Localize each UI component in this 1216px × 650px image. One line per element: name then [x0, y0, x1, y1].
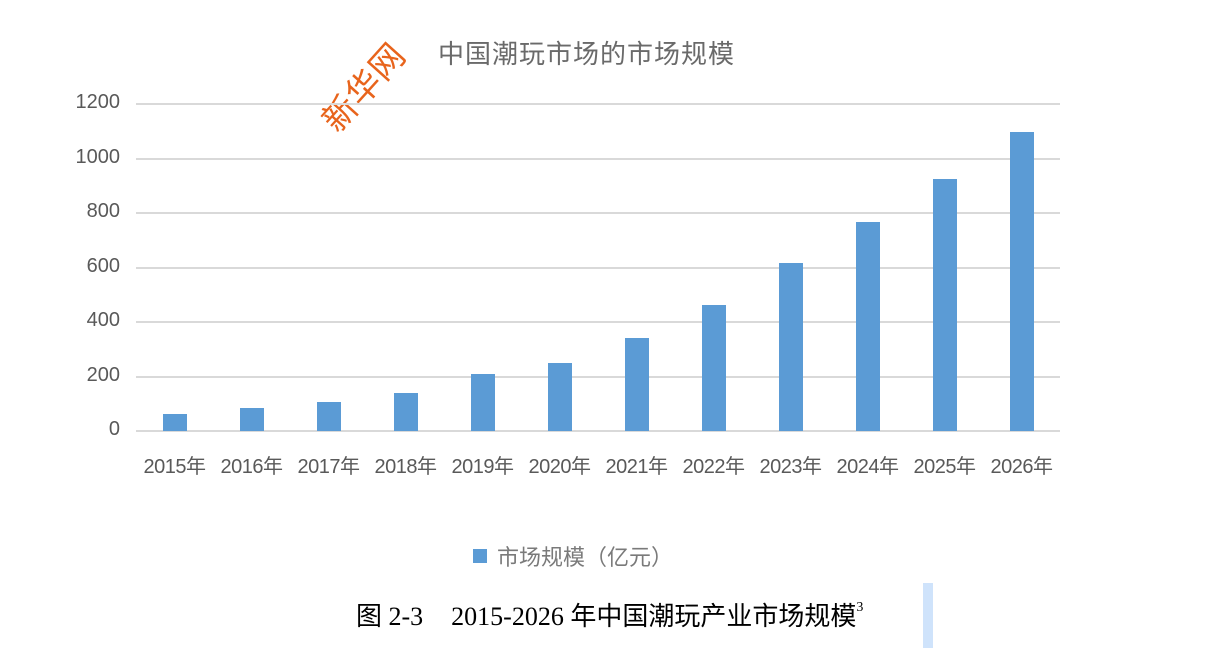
bar [778, 263, 803, 431]
bar [393, 392, 418, 431]
y-tick-label: 1200 [75, 91, 121, 113]
figure-caption-text: 2015-2026 年中国潮玩产业市场规模 [451, 602, 857, 631]
gridline [136, 266, 1060, 269]
figure-caption: 图 2-3 2015-2026 年中国潮玩产业市场规模3 [356, 596, 863, 633]
x-tick-label: 2019年 [451, 456, 515, 478]
bar [547, 362, 572, 431]
x-tick-label: 2024年 [836, 456, 900, 478]
bar [470, 373, 495, 431]
x-tick-label: 2025年 [913, 456, 977, 478]
bar [701, 304, 726, 431]
y-tick-label: 400 [86, 309, 120, 331]
bar [932, 178, 957, 431]
y-tick-label: 0 [108, 418, 120, 440]
gridline [136, 321, 1060, 323]
bar [239, 408, 264, 431]
x-tick-label: 2015年 [143, 456, 207, 478]
gridline [136, 430, 1060, 432]
x-tick-label: 2023年 [759, 456, 823, 478]
chart-title: 中国潮玩市场的市场规模 [438, 40, 736, 70]
bar [162, 413, 187, 431]
bar [624, 337, 649, 431]
y-tick-label: 600 [86, 254, 120, 277]
x-tick-label: 2020年 [528, 456, 592, 478]
legend-label: 市场规模（亿元） [497, 546, 674, 571]
x-tick-label: 2017年 [297, 456, 361, 478]
bar [1009, 132, 1034, 431]
x-tick-label: 2018年 [374, 456, 438, 478]
legend-swatch [473, 549, 487, 563]
x-tick-label: 2021年 [605, 456, 669, 478]
text-selection-highlight [923, 583, 933, 648]
gridline [136, 103, 1060, 105]
x-tick-label: 2016年 [220, 456, 284, 478]
gridline [136, 212, 1060, 214]
bar [855, 222, 880, 431]
y-tick-label: 1000 [75, 145, 121, 168]
legend: 市场规模（亿元） [473, 540, 673, 572]
y-tick-label: 200 [86, 363, 120, 386]
gridline [136, 375, 1060, 378]
footnote-marker[interactable]: 3 [856, 600, 864, 616]
y-tick-label: 800 [86, 200, 120, 222]
bar [316, 401, 341, 431]
gridline [136, 157, 1060, 160]
x-tick-label: 2026年 [990, 456, 1054, 478]
figure-number: 图 2-3 [356, 602, 424, 631]
x-tick-label: 2022年 [682, 456, 746, 478]
